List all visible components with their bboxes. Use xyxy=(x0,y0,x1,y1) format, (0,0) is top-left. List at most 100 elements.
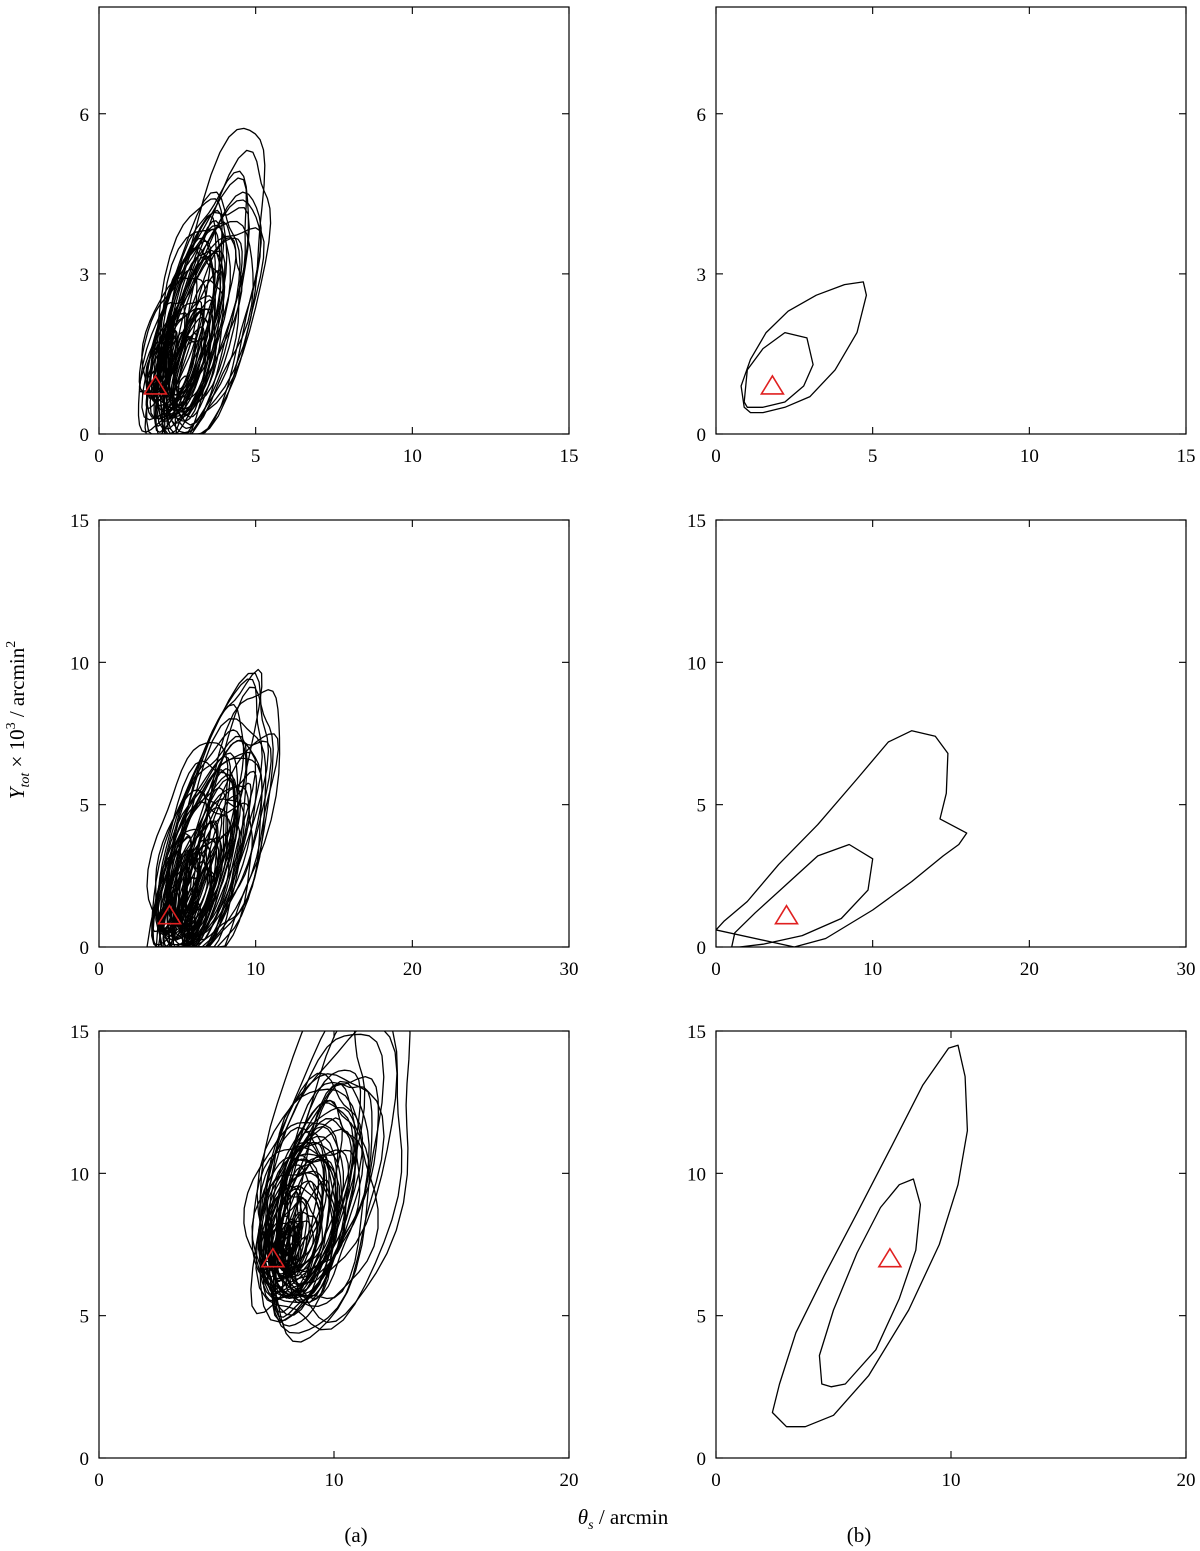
y-tick-label: 5 xyxy=(80,1307,90,1328)
reference-triangle-marker xyxy=(774,904,799,925)
plot-frame xyxy=(98,6,570,435)
x-tick-label: 30 xyxy=(560,959,579,980)
reference-triangle-marker xyxy=(157,904,182,925)
contour-line xyxy=(187,824,241,947)
contour-line xyxy=(146,741,229,941)
contour-line xyxy=(771,1044,969,1428)
panels-group: 0 5 10 15 0 3 6 0 5 10 15 0 3 6 0 10 20 30 0 5 10 15 0 10 20 30 0 5… xyxy=(70,6,1196,1491)
contour-line xyxy=(145,341,163,378)
contour-line xyxy=(743,331,814,408)
x-tick-label: 10 xyxy=(325,1470,344,1491)
x-tick-label: 10 xyxy=(863,959,882,980)
contour-group xyxy=(243,1031,411,1343)
contour-line xyxy=(251,1147,337,1304)
x-tick-label: 20 xyxy=(1020,959,1039,980)
contour-line xyxy=(159,254,216,423)
y-tick-label: 6 xyxy=(697,105,707,126)
contour-line xyxy=(268,1188,302,1259)
contour-line xyxy=(279,1128,361,1300)
contour-line xyxy=(161,149,272,434)
x-tick-label: 15 xyxy=(1177,446,1196,467)
contour-group xyxy=(771,1044,969,1428)
contour-line xyxy=(161,252,226,410)
contour-line xyxy=(256,1073,385,1334)
contour-line xyxy=(278,1141,346,1273)
contour-line xyxy=(156,191,241,430)
x-tick-label: 10 xyxy=(403,446,422,467)
contour-line xyxy=(170,311,210,396)
contour-line xyxy=(269,1125,345,1297)
y-tick-label: 6 xyxy=(80,105,90,126)
contour-line xyxy=(255,1031,403,1331)
column-label-b: (b) xyxy=(847,1523,872,1547)
x-tick-label: 5 xyxy=(251,446,261,467)
y-tick-label: 10 xyxy=(70,1164,89,1185)
y-tick-label: 5 xyxy=(80,796,90,817)
contour-line xyxy=(281,1220,299,1272)
contour-line xyxy=(146,248,199,402)
contour-line xyxy=(180,785,253,936)
y-tick-label: 3 xyxy=(697,265,707,286)
reference-triangle-marker xyxy=(877,1247,903,1268)
y-axis-label: Ytot × 103 / arcmin2 xyxy=(4,641,33,799)
x-tick-label: 0 xyxy=(94,1470,104,1491)
contour-line xyxy=(264,1069,362,1298)
x-tick-label: 20 xyxy=(1177,1470,1196,1491)
x-tick-label: 15 xyxy=(560,446,579,467)
contour-line xyxy=(165,170,250,426)
reference-triangle-marker xyxy=(142,374,168,395)
contour-line xyxy=(279,1158,328,1272)
x-tick-label: 20 xyxy=(403,959,422,980)
x-tick-label: 0 xyxy=(94,446,104,467)
contour-line xyxy=(181,798,245,947)
y-tick-label: 5 xyxy=(697,796,707,817)
x-tick-label: 30 xyxy=(1177,959,1196,980)
contour-line xyxy=(157,678,263,947)
contour-line xyxy=(277,1031,411,1324)
x-tick-label: 10 xyxy=(1020,446,1039,467)
contour-group xyxy=(716,730,968,947)
contour-line xyxy=(172,822,223,947)
contour-line xyxy=(149,323,175,393)
contour-line xyxy=(186,908,202,938)
plot-frame xyxy=(715,519,1187,948)
contour-line xyxy=(169,757,263,947)
contour-line xyxy=(145,198,228,434)
x-tick-label: 10 xyxy=(942,1470,961,1491)
contour-line xyxy=(250,1031,366,1315)
contour-group xyxy=(137,127,272,434)
contour-line xyxy=(162,206,250,434)
y-tick-label: 15 xyxy=(687,1022,706,1043)
contour-line xyxy=(818,1178,922,1388)
contour-line xyxy=(259,1033,385,1343)
plot-frame xyxy=(98,519,570,948)
contour-line xyxy=(180,868,216,947)
contour-line xyxy=(153,220,225,427)
column-label-a: (a) xyxy=(344,1523,367,1547)
contour-line xyxy=(731,843,874,947)
y-tick-label: 0 xyxy=(697,938,707,959)
y-tick-label: 15 xyxy=(70,1022,89,1043)
y-tick-label: 5 xyxy=(697,1307,707,1328)
contour-line xyxy=(260,1130,338,1299)
contour-line xyxy=(187,686,274,947)
y-tick-label: 0 xyxy=(697,1449,707,1470)
contour-line xyxy=(172,316,209,396)
y-tick-label: 3 xyxy=(80,265,90,286)
y-tick-label: 15 xyxy=(70,511,89,532)
x-tick-label: 0 xyxy=(711,959,721,980)
contour-line xyxy=(156,220,254,434)
contour-line xyxy=(174,307,204,399)
y-tick-label: 0 xyxy=(80,1449,90,1470)
reference-triangle-marker xyxy=(260,1247,286,1268)
panel-row1-a: 0 5 10 15 0 3 6 xyxy=(80,6,579,467)
plot-frame xyxy=(715,6,1187,435)
panel-row1-b: 0 5 10 15 0 3 6 xyxy=(697,6,1196,467)
x-tick-label: 0 xyxy=(94,959,104,980)
contour-line xyxy=(183,786,238,947)
panel-row2-a: 0 10 20 30 0 5 10 15 xyxy=(70,511,579,980)
x-axis-label: θs / arcmin xyxy=(578,1505,669,1533)
y-tick-label: 10 xyxy=(70,653,89,674)
y-tick-label: 0 xyxy=(80,425,90,446)
contour-line xyxy=(155,127,266,434)
